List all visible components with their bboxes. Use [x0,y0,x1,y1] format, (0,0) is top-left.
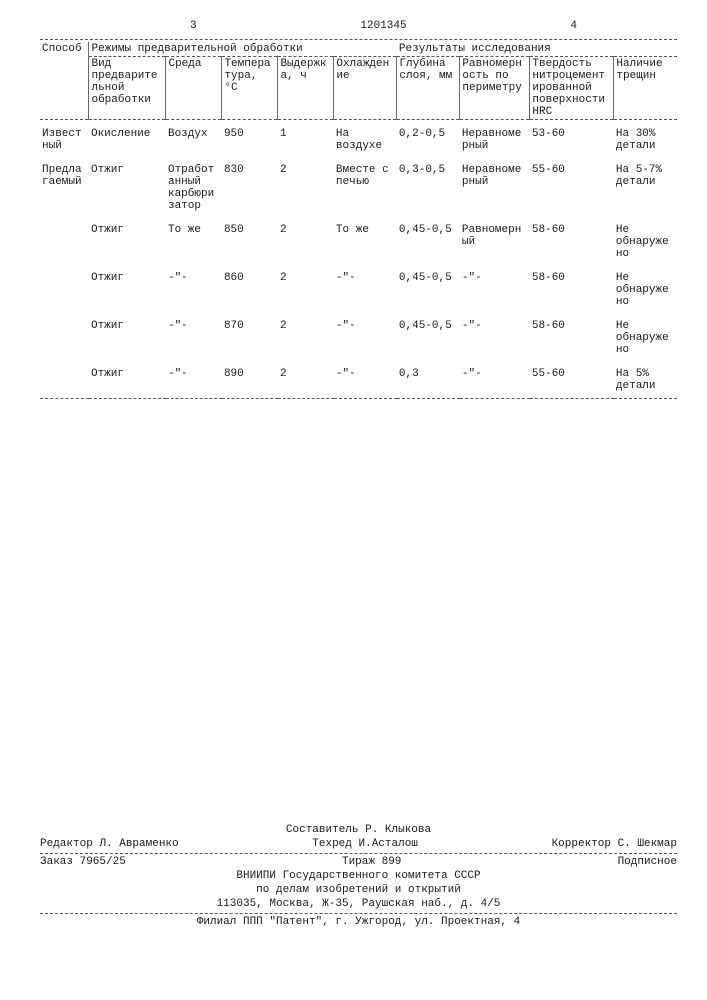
page-num-right: 4 [570,20,577,32]
col-header: Температура, °С [222,57,278,120]
cell: 850 [222,218,278,266]
cell: -"- [166,266,222,314]
cell: 860 [222,266,278,314]
cell: 55-60 [530,158,614,218]
cell: Отжиг [89,158,166,218]
corrector: Корректор С. Шекмар [552,838,677,852]
cell: 58-60 [530,266,614,314]
cell: 58-60 [530,314,614,362]
cell: 0,3 [397,362,460,399]
cell [40,314,89,362]
cell: Отжиг [89,314,166,362]
org-line-2: по делам изобретений и открытий [40,884,677,898]
cell [40,266,89,314]
cell: 2 [278,218,334,266]
editor: Редактор Л. Авраменко [40,838,179,852]
col-header: Наличие трещин [614,57,677,120]
cell: На 5% детали [614,362,677,399]
cell: На 30% детали [614,122,677,158]
cell: Не обнаружено [614,218,677,266]
col-header: Выдержка, ч [278,57,334,120]
cell: Воздух [166,122,222,158]
cell: Неравномерный [460,122,530,158]
col-header: Охлаждение [334,57,397,120]
table-row: Отжиг -"- 860 2 -"- 0,45-0,5 -"- 58-60 Н… [40,266,677,314]
cell: -"- [334,314,397,362]
cell: На 5-7% детали [614,158,677,218]
cell: 0,2-0,5 [397,122,460,158]
table-row: Отжиг -"- 870 2 -"- 0,45-0,5 -"- 58-60 Н… [40,314,677,362]
cell: 53-60 [530,122,614,158]
col-header: Равномерность по периметру [460,57,530,120]
cell: Предлагаемый [40,158,89,218]
cell: -"- [166,314,222,362]
cell: 0,45-0,5 [397,218,460,266]
cell: 830 [222,158,278,218]
group-header-1: Режимы предварительной обработки [89,42,397,57]
cell: -"- [460,314,530,362]
cell: -"- [460,266,530,314]
cell: 0,45-0,5 [397,314,460,362]
cell: 2 [278,314,334,362]
cell: То же [166,218,222,266]
cell: 55-60 [530,362,614,399]
tirazh: Тираж 899 [342,856,401,870]
cell: 58-60 [530,218,614,266]
col-header: Глубина слоя, мм [397,57,460,120]
podpis: Подписное [618,856,677,870]
cell: -"- [166,362,222,399]
cell [40,362,89,399]
cell: 2 [278,362,334,399]
col-header: Способ [40,42,89,120]
org-addr: 113035, Москва, Ж-35, Раушская наб., д. … [40,898,677,912]
cell: 0,45-0,5 [397,266,460,314]
table-row: Известный Окисление Воздух 950 1 На возд… [40,122,677,158]
compiler: Составитель Р. Клыкова [40,824,677,838]
col-header: Вид предварительной обработки [89,57,166,120]
techred: Техред И.Асталош [312,838,418,852]
cell: -"- [334,362,397,399]
cell: Вместе с печью [334,158,397,218]
cell: 2 [278,158,334,218]
cell: Отработанный карбюризатор [166,158,222,218]
cell: Известный [40,122,89,158]
col-header: Среда [166,57,222,120]
cell: Отжиг [89,218,166,266]
cell: -"- [460,362,530,399]
table-row: Отжиг То же 850 2 То же 0,45-0,5 Равноме… [40,218,677,266]
doc-number: 1201345 [360,20,406,32]
cell: Окисление [89,122,166,158]
group-header-2: Результаты исследования [397,42,677,57]
cell: Не обнаружено [614,266,677,314]
cell: 890 [222,362,278,399]
cell: 0,3-0,5 [397,158,460,218]
col-header: Твердость нитроцементированной поверхнос… [530,57,614,120]
cell: -"- [334,266,397,314]
cell [40,218,89,266]
cell: 870 [222,314,278,362]
cell: Отжиг [89,266,166,314]
cell: Равномерный [460,218,530,266]
filial: Филиал ППП "Патент", г. Ужгород, ул. Про… [40,916,677,930]
zakaz: Заказ 7965/25 [40,856,126,870]
cell: То же [334,218,397,266]
cell: На воздухе [334,122,397,158]
data-table: Способ Режимы предварительной обработки … [40,42,677,401]
table-row: Отжиг -"- 890 2 -"- 0,3 -"- 55-60 На 5% … [40,362,677,399]
cell: 950 [222,122,278,158]
org-line-1: ВНИИПИ Государственного комитета СССР [40,870,677,884]
cell: 1 [278,122,334,158]
cell: Неравномерный [460,158,530,218]
page-num-left: 3 [190,20,197,32]
footer-block: Составитель Р. Клыкова Редактор Л. Аврам… [40,824,677,930]
cell: Не обнаружено [614,314,677,362]
cell: Отжиг [89,362,166,399]
table-row: Предлагаемый Отжиг Отработанный карбюриз… [40,158,677,218]
cell: 2 [278,266,334,314]
